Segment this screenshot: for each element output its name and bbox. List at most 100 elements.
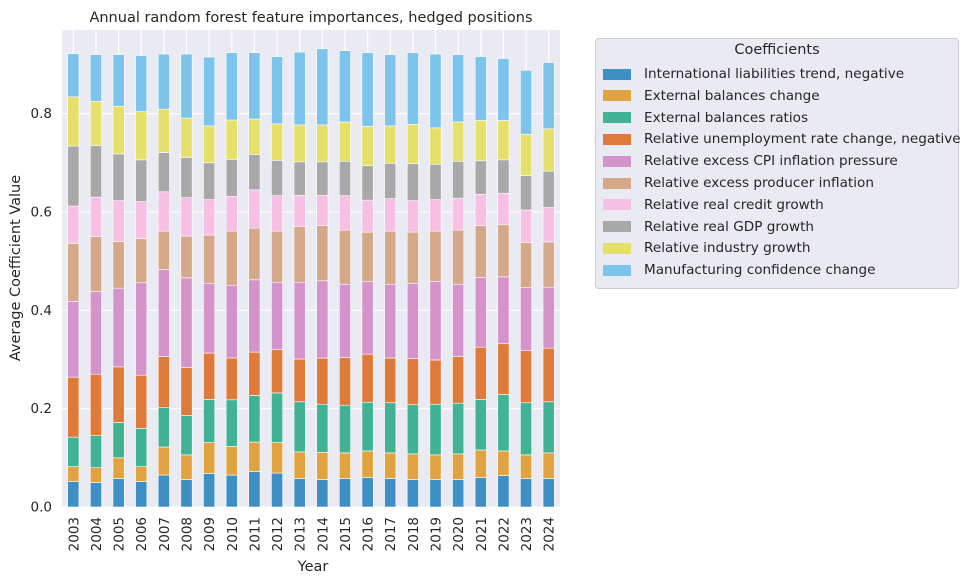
bar-segment [497, 276, 510, 345]
bar-segment [384, 230, 397, 285]
bar-segment [271, 472, 284, 508]
bar-segment [361, 280, 374, 355]
bar-segment [497, 120, 510, 161]
bar-segment [452, 54, 465, 123]
legend-swatch [603, 199, 631, 211]
bar-segment [520, 402, 533, 456]
bar-segment [338, 195, 351, 231]
bar-segment [520, 242, 533, 288]
bar-segment [112, 478, 125, 508]
bar-segment [203, 399, 216, 443]
bar-segment [157, 474, 170, 508]
bar-segment [271, 349, 284, 394]
bar-segment [497, 58, 510, 121]
bar-segment [520, 70, 533, 135]
bar-segment [474, 346, 487, 400]
bar-segment [271, 392, 284, 443]
bar-segment [361, 126, 374, 167]
x-tick-label: 2015 [338, 517, 354, 551]
legend-item: External balances ratios [603, 108, 808, 128]
bar-segment [316, 161, 329, 196]
x-tick-label: 2022 [496, 517, 512, 551]
legend-swatch [603, 221, 631, 233]
x-tick-label: 2023 [519, 517, 535, 551]
bar-segment [406, 404, 419, 455]
bar-segment [293, 51, 306, 126]
bar-segment [338, 404, 351, 454]
bar-segment [67, 145, 80, 207]
bar-segment [406, 231, 419, 284]
bar-segment [542, 452, 555, 479]
bar-segment [429, 403, 442, 456]
bar-segment [497, 450, 510, 476]
x-tick-label: 2009 [202, 517, 218, 551]
bar-segment [67, 301, 80, 378]
bar-segment [157, 407, 170, 448]
bar-segment [316, 479, 329, 508]
y-tick-label: 0.4 [31, 303, 52, 319]
bar-segment [225, 195, 238, 232]
bar-segment [497, 394, 510, 452]
bar-segment [452, 402, 465, 455]
bar-segment [135, 55, 148, 112]
bar-segment [112, 241, 125, 289]
bar-segment [474, 277, 487, 348]
bar-segment [497, 192, 510, 226]
bar-segment [248, 351, 261, 396]
bar-segment [542, 62, 555, 130]
bar-segment [406, 479, 419, 508]
bar-segment [361, 450, 374, 478]
x-tick-label: 2024 [542, 517, 558, 551]
bar-segment [316, 48, 329, 126]
bar-segment [361, 52, 374, 127]
bar-segment [384, 402, 397, 454]
y-tick-label: 0.8 [31, 106, 52, 122]
bar-segment [452, 356, 465, 404]
bar-segment [293, 478, 306, 508]
bar-segment [67, 205, 80, 244]
bar-segment [293, 281, 306, 360]
bar-segment [293, 124, 306, 163]
bar-segment [361, 353, 374, 403]
legend-title: Coefficients [734, 42, 820, 58]
x-tick-label: 2019 [429, 517, 445, 551]
bar-segment [67, 481, 80, 508]
bar-segment [542, 128, 555, 172]
bar-segment [203, 162, 216, 200]
bar-segment [429, 230, 442, 282]
bar-segment [112, 366, 125, 423]
bar-segment [542, 241, 555, 288]
bar-segment [112, 422, 125, 459]
bar-segment [361, 231, 374, 282]
bar-segment [271, 160, 284, 197]
y-axis-label: Average Coefficient Value [8, 175, 24, 361]
bar-segment [203, 125, 216, 164]
x-tick-label: 2008 [180, 517, 196, 551]
bar-segment [271, 56, 284, 125]
bar-segment [89, 291, 102, 375]
bar-segment [474, 399, 487, 451]
bar-segment [474, 449, 487, 478]
bar-segment [293, 358, 306, 403]
y-tick-labels: 0.0 0.2 0.4 0.6 0.8 [31, 106, 52, 515]
bar-segment [452, 479, 465, 508]
bar-segment [520, 478, 533, 508]
bar-segment [406, 453, 419, 480]
legend-item: Relative excess CPI inflation pressure [603, 151, 898, 171]
bar-segment [248, 441, 261, 472]
bar-segment [542, 286, 555, 349]
legend-swatch [603, 177, 631, 189]
bar-segment [135, 159, 148, 202]
bar-segment [135, 428, 148, 467]
bar-segment [542, 207, 555, 243]
bar-segment [89, 54, 102, 102]
bar-segment [452, 453, 465, 480]
bar-segment [89, 145, 102, 198]
x-tick-label: 2016 [361, 517, 377, 551]
bar-segment [429, 127, 442, 165]
legend-label: Manufacturing confidence change [644, 262, 876, 279]
bar-segment [112, 153, 125, 201]
bar-segment [406, 124, 419, 165]
bar-segment [180, 157, 193, 198]
